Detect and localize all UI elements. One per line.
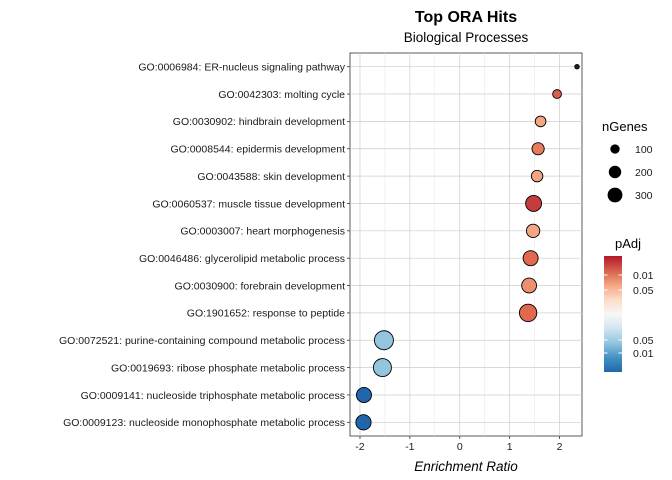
color-legend-label: 0.05 (633, 285, 654, 297)
x-tick-label: -1 (405, 441, 414, 453)
size-legend-key (607, 187, 623, 203)
data-point (355, 414, 372, 431)
size-legend-title: nGenes (602, 119, 648, 134)
data-point (534, 115, 547, 128)
y-tick-label: GO:0019693: ribose phosphate metabolic p… (111, 362, 345, 374)
x-tick-label: 1 (507, 441, 513, 453)
color-legend-ticks: 0.010.050.050.01 (604, 270, 654, 360)
y-tick-label: GO:0008544: epidermis development (170, 144, 345, 156)
data-point (372, 358, 392, 378)
data-point (522, 250, 539, 267)
plot-panel (349, 52, 583, 437)
color-bar (604, 256, 622, 372)
data-point (521, 277, 538, 294)
y-tick-label: GO:0042303: molting cycle (218, 89, 345, 101)
data-point (518, 303, 538, 323)
color-legend-label: 0.01 (633, 348, 654, 360)
data-point (530, 169, 544, 183)
x-tick-label: -2 (355, 441, 364, 453)
color-legend-label: 0.05 (633, 335, 654, 347)
size-legend-label: 100 (635, 144, 653, 156)
color-legend-title: pAdj (615, 236, 641, 251)
y-tick-label: GO:0072521: purine-containing compound m… (59, 335, 345, 347)
color-legend-label: 0.01 (633, 270, 654, 282)
size-legend: nGenes 100 200 300 (602, 119, 653, 203)
y-tick-label: GO:0043588: skin development (197, 171, 345, 183)
data-point (531, 142, 545, 156)
x-tick-label: 2 (557, 441, 563, 453)
y-tick-label: GO:0030902: hindbrain development (173, 116, 345, 128)
y-tick-label: GO:0060537: muscle tissue development (152, 198, 345, 210)
size-legend-entries: 100 200 300 (607, 144, 653, 203)
y-tick-label: GO:0003007: heart morphogenesis (180, 226, 345, 238)
y-tick-label: GO:1901652: response to peptide (187, 308, 345, 320)
y-axis-ticks: GO:0006984: ER-nucleus signaling pathway… (59, 61, 350, 429)
data-point (574, 63, 580, 70)
data-point (525, 195, 543, 212)
size-legend-label: 200 (635, 167, 653, 179)
data-point (525, 223, 541, 238)
data-points (355, 63, 580, 431)
color-legend: pAdj 0.010.050.050.01 (604, 236, 654, 372)
y-tick-label: GO:0006984: ER-nucleus signaling pathway (138, 61, 345, 73)
chart-title: Top ORA Hits (415, 9, 517, 26)
y-tick-label: GO:0030900: forebrain development (175, 280, 346, 292)
x-tick-label: 0 (457, 441, 463, 453)
y-tick-label: GO:0046486: glycerolipid metabolic proce… (139, 253, 345, 265)
y-tick-label: GO:0009141: nucleoside triphosphate meta… (81, 390, 345, 402)
data-point (373, 330, 394, 351)
data-point (552, 89, 562, 99)
size-legend-key (608, 165, 622, 179)
x-axis-ticks: -2 -1 0 1 2 (355, 436, 563, 453)
chart-subtitle: Biological Processes (404, 30, 529, 45)
data-point (355, 386, 372, 403)
size-legend-key (610, 144, 620, 154)
x-axis-label: Enrichment Ratio (414, 459, 518, 474)
y-tick-label: GO:0009123: nucleoside monophosphate met… (63, 417, 345, 429)
size-legend-label: 300 (635, 190, 653, 202)
